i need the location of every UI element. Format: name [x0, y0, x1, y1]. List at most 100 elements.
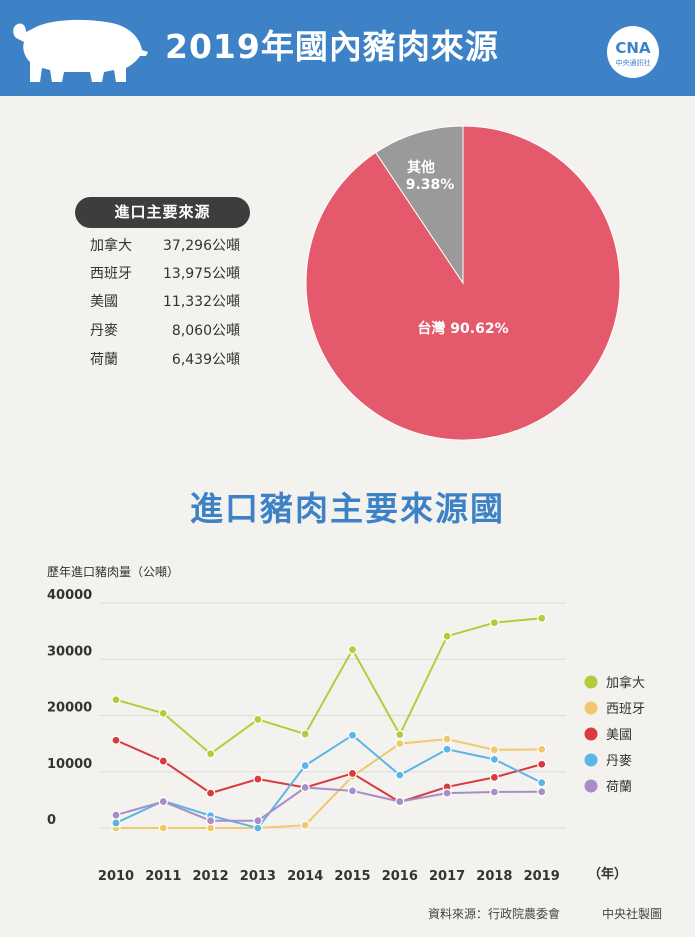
data-point: [537, 787, 547, 797]
x-tick-label: 2012: [193, 869, 229, 884]
legend-label: 加拿大: [606, 675, 645, 691]
source-row-netherlands: 荷蘭 6,439公噸: [90, 349, 240, 369]
series-line-4: [115, 786, 542, 822]
data-point: [253, 714, 263, 725]
header-banner: 2019年國內豬肉來源 CNA 中央通訊社: [0, 0, 695, 96]
source-row-denmark: 丹麥 8,060公噸: [90, 320, 240, 340]
data-point: [111, 810, 121, 820]
line-chart: 歷年進口豬肉量（公噸） 0 10000 20000 30000 40000 2010 2011…: [47, 565, 645, 884]
series-line-3: [115, 733, 543, 830]
x-tick-label: 2014: [287, 869, 323, 884]
footer-credit: 中央社製圖: [602, 907, 663, 921]
pie-label-other-name: 其他: [407, 159, 435, 176]
sources-panel-title: 進口主要來源: [75, 197, 250, 228]
pie-label-other-value: 9.38%: [406, 177, 455, 193]
source-value: 8,060公噸: [171, 323, 240, 339]
data-point: [300, 782, 310, 793]
data-point: [489, 754, 499, 764]
y-tick-label: 40000: [47, 588, 92, 603]
legend-marker: [584, 727, 598, 741]
legend-marker: [584, 779, 598, 793]
x-tick-label: 2017: [429, 869, 465, 884]
data-point: [347, 768, 358, 779]
data-point: [537, 613, 547, 623]
data-point: [158, 823, 168, 833]
data-point: [489, 745, 499, 755]
data-point: [253, 774, 263, 784]
data-point: [300, 820, 310, 830]
pig-icon: [13, 19, 148, 82]
legend-marker: [584, 753, 598, 767]
data-point: [158, 796, 168, 807]
data-point: [300, 760, 310, 771]
data-point: [395, 730, 405, 740]
data-point: [489, 787, 499, 797]
data-point: [347, 786, 358, 796]
legend-label: 西班牙: [606, 702, 645, 717]
pie-chart: 台灣 90.62% 其他9.38%: [305, 125, 621, 441]
data-point: [442, 744, 452, 754]
logo-subtext: 中央通訊社: [615, 59, 651, 67]
data-point: [253, 816, 263, 826]
data-point: [537, 744, 547, 754]
legend-marker: [584, 701, 598, 715]
source-value: 37,296公噸: [163, 238, 240, 254]
series-line-0: [115, 617, 542, 756]
legend-label: 美國: [606, 728, 632, 743]
source-value: 6,439公噸: [171, 352, 240, 368]
pie-label-taiwan: 台灣 90.62%: [417, 320, 508, 337]
y-tick-label: 20000: [47, 701, 92, 716]
data-point: [111, 695, 121, 705]
data-point: [158, 708, 168, 718]
x-tick-label: 2013: [240, 869, 276, 884]
footer-source: 資料來源：行政院農委會: [428, 907, 561, 921]
source-value: 13,975公噸: [163, 266, 240, 282]
data-point: [347, 730, 358, 740]
x-tick-label: 2015: [334, 869, 370, 884]
y-tick-label: 10000: [47, 757, 92, 772]
data-point: [347, 645, 358, 655]
data-point: [395, 739, 405, 749]
x-tick-label: 2018: [476, 869, 512, 884]
series-line-2: [115, 739, 542, 804]
data-point: [537, 778, 547, 788]
legend-label: 荷蘭: [606, 779, 632, 795]
source-country: 美國: [90, 294, 118, 310]
data-point: [395, 796, 405, 807]
data-point: [206, 749, 216, 759]
y-axis-label: 歷年進口豬肉量（公噸）: [47, 565, 179, 579]
data-point: [206, 816, 216, 826]
logo-text: CNA: [615, 39, 651, 57]
section-title: 進口豬肉主要來源國: [190, 489, 505, 528]
source-country: 加拿大: [90, 238, 132, 254]
data-point: [442, 734, 452, 744]
data-point: [489, 772, 499, 782]
x-tick-label: 2011: [145, 869, 181, 884]
data-point: [158, 756, 168, 766]
x-tick-label: 2010: [98, 869, 134, 884]
y-tick-label: 30000: [47, 644, 92, 659]
y-tick-label: 0: [47, 813, 56, 828]
x-axis-label: （年）: [588, 866, 627, 882]
data-point: [442, 788, 452, 798]
data-point: [206, 788, 216, 798]
data-point: [395, 770, 405, 780]
source-row-usa: 美國 11,332公噸: [90, 291, 240, 311]
data-point: [300, 729, 310, 739]
data-point: [537, 759, 547, 769]
legend-marker: [584, 675, 598, 689]
data-point: [111, 818, 121, 828]
data-point: [111, 735, 121, 745]
legend-label: 丹麥: [606, 753, 632, 769]
source-row-spain: 西班牙 13,975公噸: [90, 263, 240, 283]
source-row-canada: 加拿大 37,296公噸: [90, 235, 240, 255]
series-line-1: [116, 738, 542, 829]
data-point: [442, 631, 452, 641]
x-tick-label: 2019: [524, 869, 560, 884]
source-country: 丹麥: [90, 323, 118, 339]
pie-slice-1: [375, 125, 464, 285]
cna-logo: CNA 中央通訊社: [607, 26, 659, 78]
x-tick-label: 2016: [382, 869, 418, 884]
page-title: 2019年國內豬肉來源: [165, 27, 499, 66]
data-point: [489, 618, 499, 628]
